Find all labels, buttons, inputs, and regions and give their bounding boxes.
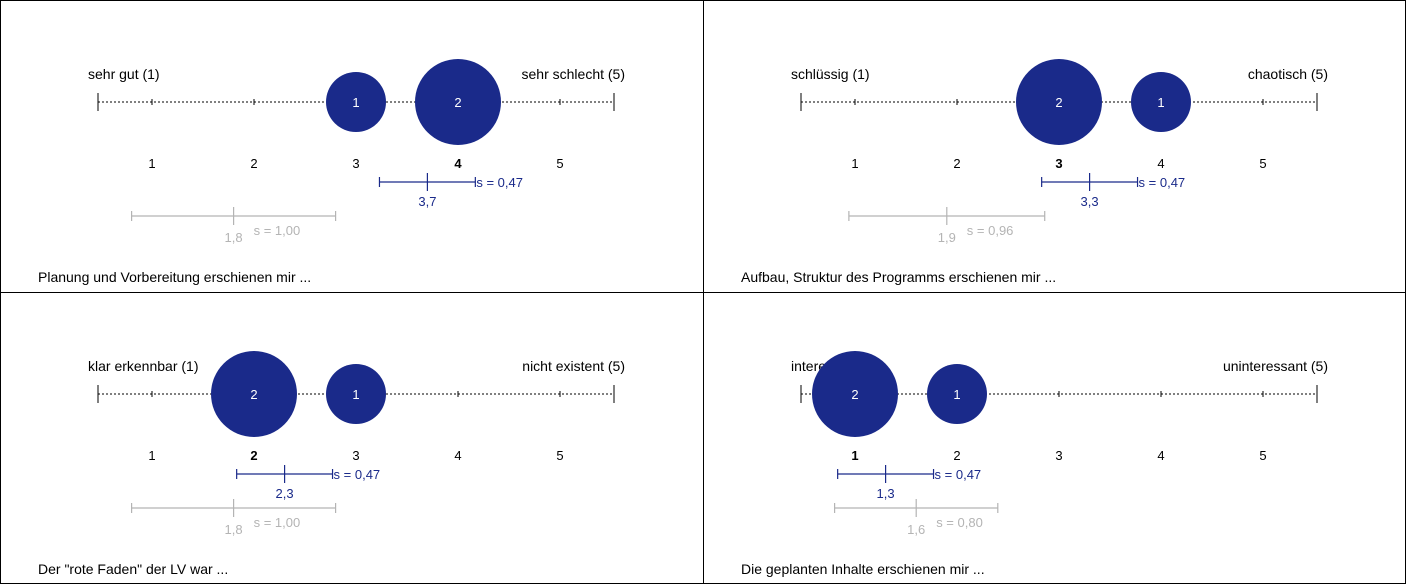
response-bubble (1131, 72, 1191, 132)
question-text: Der "rote Faden" der LV war ... (38, 561, 228, 577)
tick-label: 3 (352, 156, 359, 171)
panel-inhalte-chart: interessant (1)uninteressant (5)12345211… (741, 351, 1328, 577)
bubble-count-label: 1 (1157, 95, 1164, 110)
scale-right-label: nicht existent (5) (522, 358, 625, 374)
question-text: Planung und Vorbereitung erschienen mir … (38, 269, 311, 285)
tick-label: 1 (148, 448, 155, 463)
bubble-count-label: 1 (352, 95, 359, 110)
panel-planung-chart: sehr gut (1) sehr schlecht (5) 1 2 3 4 5 1 2 3,7 s… (38, 59, 625, 285)
panel-aufbau-chart: schlüssig (1) chaotisch (5) 1 2 3 4 5 2 1 3,3 s = … (741, 59, 1328, 285)
bubble-count-label: 2 (851, 387, 858, 402)
tick-label: 3 (1055, 156, 1062, 171)
scale-left-label: klar erkennbar (1) (88, 358, 199, 374)
mean-sd-label: s = 0,47 (334, 467, 381, 482)
response-bubble (326, 364, 386, 424)
panel-planung: sehr gut (1) sehr schlecht (5) 1 2 3 4 5 1 2 3,7 s… (0, 0, 703, 292)
scale-right-label: sehr schlecht (5) (522, 66, 625, 82)
response-bubble (812, 351, 898, 437)
mean-label: 3,3 (1081, 194, 1099, 209)
bubble-count-label: 2 (250, 387, 257, 402)
tick-label: 5 (1259, 156, 1266, 171)
tick-label: 4 (454, 448, 461, 463)
panel-inhalte: interessant (1)uninteressant (5)12345211… (703, 292, 1406, 584)
tick-label: 2 (250, 448, 257, 463)
tick-label: 2 (953, 448, 960, 463)
tick-label: 4 (1157, 448, 1164, 463)
response-bubble (927, 364, 987, 424)
reference-label: 1,6 (907, 522, 925, 537)
scale-right-label: uninteressant (5) (1223, 358, 1328, 374)
scale-right-label: chaotisch (5) (1248, 66, 1328, 82)
mean-sd-label: s = 0,47 (476, 175, 523, 190)
panel-roter-faden: klar erkennbar (1) nicht existent (5) 1 2 3 4… (0, 292, 703, 584)
bubble-count-label: 2 (454, 95, 461, 110)
bubble-count-label: 1 (953, 387, 960, 402)
question-text: Die geplanten Inhalte erschienen mir ... (741, 561, 985, 577)
response-bubble (415, 59, 501, 145)
tick-label: 5 (556, 156, 563, 171)
tick-label: 1 (851, 156, 858, 171)
response-bubble (1016, 59, 1102, 145)
bubble-count-label: 2 (1055, 95, 1062, 110)
tick-label: 2 (953, 156, 960, 171)
mean-label: 2,3 (276, 486, 294, 501)
tick-label: 2 (250, 156, 257, 171)
mean-sd-label: s = 0,47 (1139, 175, 1186, 190)
reference-sd-label: s = 0,96 (967, 223, 1014, 238)
tick-label: 4 (1157, 156, 1164, 171)
reference-sd-label: s = 0,80 (936, 515, 983, 530)
mean-sd-label: s = 0,47 (935, 467, 982, 482)
tick-label: 4 (454, 156, 462, 171)
reference-sd-label: s = 1,00 (254, 223, 301, 238)
reference-label: 1,8 (225, 522, 243, 537)
response-bubble (326, 72, 386, 132)
tick-label: 1 (148, 156, 155, 171)
bubble-count-label: 1 (352, 387, 359, 402)
tick-label: 1 (851, 448, 858, 463)
tick-label: 3 (1055, 448, 1062, 463)
scale-left-label: schlüssig (1) (791, 66, 870, 82)
response-bubble (211, 351, 297, 437)
frame-middle-horizontal (0, 292, 1406, 293)
panel-roter-faden-chart: klar erkennbar (1) nicht existent (5) 1 2 3 4… (38, 351, 625, 577)
question-text: Aufbau, Struktur des Programms erschiene… (741, 269, 1056, 285)
tick-label: 3 (352, 448, 359, 463)
reference-label: 1,8 (225, 230, 243, 245)
reference-sd-label: s = 1,00 (254, 515, 301, 530)
mean-label: 1,3 (877, 486, 895, 501)
panel-aufbau: schlüssig (1) chaotisch (5) 1 2 3 4 5 2 1 3,3 s = … (703, 0, 1406, 292)
scale-left-label: sehr gut (1) (88, 66, 160, 82)
tick-label: 5 (1259, 448, 1266, 463)
tick-label: 5 (556, 448, 563, 463)
reference-label: 1,9 (938, 230, 956, 245)
mean-label: 3,7 (418, 194, 436, 209)
